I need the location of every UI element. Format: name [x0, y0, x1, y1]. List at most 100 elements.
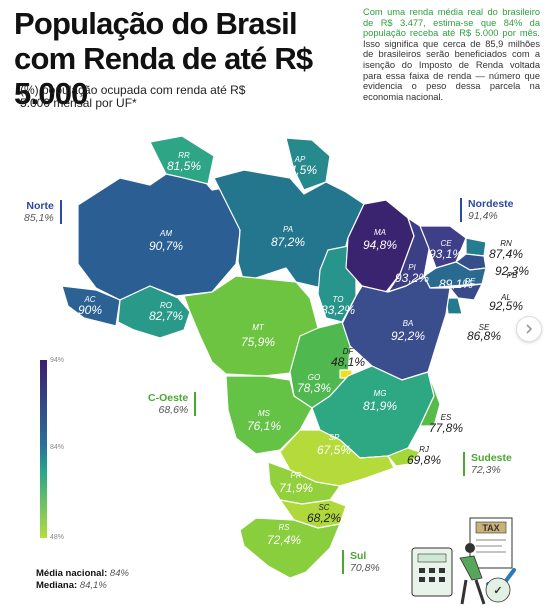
state-label-go: GO [308, 373, 320, 382]
state-am [77, 169, 241, 301]
state-label-al: AL [500, 293, 511, 302]
state-value-go: 78,3% [297, 381, 331, 395]
state-value-sc: 68,2% [307, 511, 341, 525]
state-label-se: SE [479, 323, 490, 332]
state-rr [149, 135, 215, 185]
next-slide-button[interactable] [516, 316, 542, 342]
color-scale-legend [40, 360, 47, 538]
media-value: 84% [109, 568, 129, 579]
state-ro [117, 285, 191, 339]
state-value-sp: 67,5% [317, 443, 351, 457]
state-label-pb: PB [507, 271, 518, 280]
states-layer [61, 135, 487, 579]
region-c-oeste-name: C-Oeste [148, 392, 189, 404]
state-value-pb: 92,3% [495, 264, 529, 278]
legend-min: 48% [50, 534, 65, 541]
region-sudeste: Sudeste 72,3% [463, 452, 512, 476]
state-value-ap: 84,5% [283, 163, 317, 177]
state-value-ce: 93,1% [429, 247, 463, 261]
state-value-ba: 92,2% [391, 329, 425, 343]
state-label-sp: SP [329, 433, 340, 442]
state-value-mg: 81,9% [363, 399, 397, 413]
state-label-pa: PA [283, 225, 293, 234]
state-value-rn: 87,4% [489, 247, 523, 261]
state-value-ma: 94,8% [363, 238, 397, 252]
region-sul-name: Sul [350, 550, 367, 562]
state-value-rr: 81,5% [167, 159, 201, 173]
region-nordeste: Nordeste 91,4% [460, 198, 514, 222]
summary-stats: Média nacional: 84% Mediana: 84,1% [36, 568, 129, 592]
state-ac [61, 285, 121, 327]
region-c-oeste-value: 68,6% [158, 404, 189, 416]
media-row: Média nacional: 84% [36, 568, 129, 580]
state-label-ce: CE [440, 239, 452, 248]
state-value-pa: 87,2% [271, 235, 305, 249]
state-label-sc: SC [318, 503, 329, 512]
state-ba [339, 275, 451, 381]
state-label-pr: PR [290, 471, 301, 480]
state-label-rs: RS [278, 523, 290, 532]
chevron-right-icon [526, 324, 533, 334]
region-c-oeste: C-Oeste 68,6% [148, 392, 197, 416]
state-value-ms: 76,1% [247, 419, 281, 433]
state-label-mt: MT [252, 323, 265, 332]
tax-illustration: TAX ✓ [411, 517, 516, 605]
state-al [449, 283, 483, 301]
state-value-ro: 82,7% [149, 309, 183, 323]
state-value-es: 77,8% [429, 421, 463, 435]
region-nordeste-name: Nordeste [468, 198, 514, 210]
region-norte-value: 85,1% [24, 212, 54, 224]
state-rn [465, 237, 487, 257]
context-rest: Isso significa que cerca de 85,9 milhões… [363, 38, 540, 102]
state-value-ac: 90% [78, 303, 102, 317]
svg-text:✓: ✓ [493, 585, 502, 597]
mediana-value: 84,1% [79, 580, 107, 591]
state-label-am: AM [159, 229, 172, 238]
state-label-ro: RO [160, 301, 172, 310]
state-ap [285, 137, 331, 191]
region-sudeste-value: 72,3% [471, 464, 501, 476]
state-value-am: 90,7% [149, 239, 183, 253]
state-value-se: 86,8% [467, 329, 501, 343]
region-norte-name: Norte [26, 200, 54, 212]
legend-mid: 84% [50, 444, 65, 451]
mediana-label: Mediana: [36, 580, 78, 591]
region-norte: Norte 85,1% [24, 200, 62, 224]
context-paragraph: Com uma renda média real do brasileiro d… [363, 7, 540, 102]
region-sul: Sul 70,8% [342, 550, 380, 574]
state-label-pi: PI [408, 263, 416, 272]
state-value-pr: 71,9% [279, 481, 313, 495]
state-value-pe: 89,1% [439, 277, 473, 291]
state-label-ap: AP [294, 155, 306, 164]
mediana-row: Mediana: 84,1% [36, 580, 129, 592]
state-label-rr: RR [178, 151, 190, 160]
page-title: População do Brasil com Renda de até R$ … [14, 6, 313, 111]
state-value-mt: 75,9% [241, 335, 275, 349]
region-sudeste-name: Sudeste [471, 452, 512, 464]
state-label-ba: BA [403, 319, 414, 328]
region-nordeste-value: 91,4% [468, 210, 498, 222]
state-value-to: 83,2% [321, 303, 355, 317]
state-pe [423, 261, 487, 289]
state-rs [239, 517, 341, 579]
state-label-ac: AC [83, 295, 95, 304]
page-subtitle: (%) população ocupada com renda até R$ 5… [20, 83, 246, 110]
state-label-ma: MA [374, 228, 386, 237]
state-es [419, 371, 441, 427]
state-label-to: TO [333, 295, 344, 304]
state-rj [387, 447, 421, 467]
state-ma [345, 199, 415, 293]
media-label: Média nacional: [36, 568, 108, 579]
state-value-rs: 72,4% [267, 533, 301, 547]
state-value-df: 48,1% [331, 355, 365, 369]
state-label-ms: MS [258, 409, 271, 418]
state-label-pe: PE [465, 277, 476, 286]
state-value-al: 92,5% [489, 299, 523, 313]
state-label-rj: RJ [419, 445, 430, 454]
state-label-df: DF [343, 347, 355, 356]
region-sul-value: 70,8% [350, 562, 380, 574]
state-label-es: ES [441, 413, 452, 422]
state-label-mg: MG [374, 389, 387, 398]
